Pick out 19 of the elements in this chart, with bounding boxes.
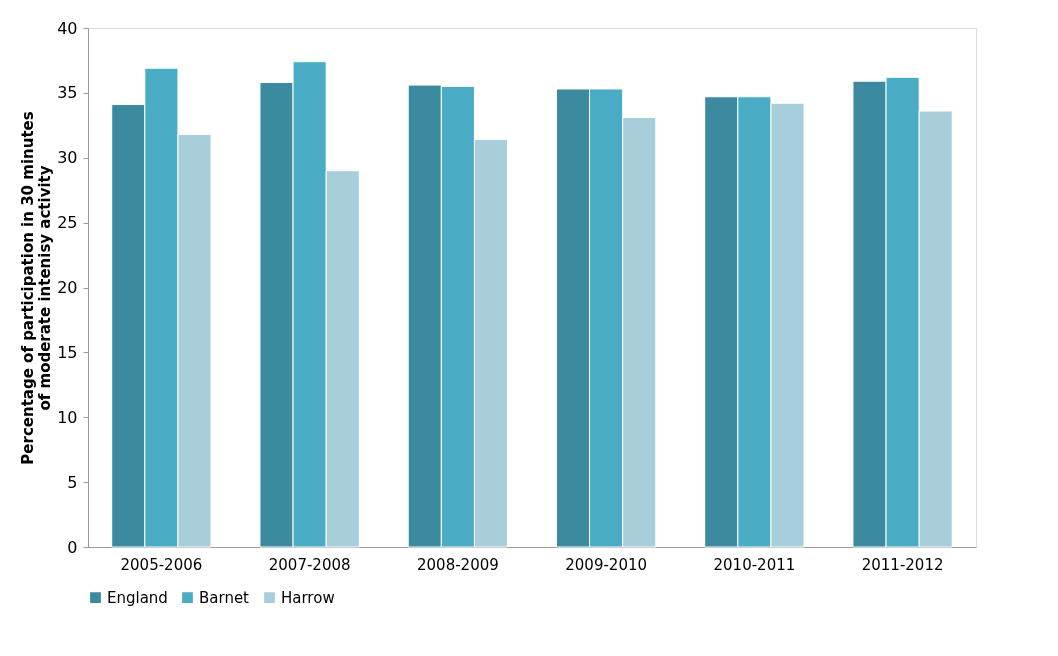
x-tick-label: 2009-2010 bbox=[565, 555, 648, 574]
y-tick-label: 40 bbox=[57, 18, 78, 38]
legend-label: Barnet bbox=[199, 588, 250, 607]
x-tick-label: 2005-2006 bbox=[120, 555, 203, 574]
x-tick-label: 2011-2012 bbox=[861, 555, 944, 574]
y-tick-label: 15 bbox=[57, 342, 78, 362]
x-tick-label: 2010-2011 bbox=[713, 555, 796, 574]
legend-label: Harrow bbox=[281, 588, 335, 607]
y-tick-label: 35 bbox=[57, 83, 78, 103]
y-tick-label: 10 bbox=[57, 407, 78, 427]
x-tick-label: 2007-2008 bbox=[268, 555, 351, 574]
x-tick-label: 2008-2009 bbox=[416, 555, 499, 574]
y-axis-title: Percentage of participation in 30 minutes of moderate intenisy activity bbox=[19, 111, 55, 465]
y-tick-label: 20 bbox=[57, 278, 78, 297]
legend-label: England bbox=[107, 588, 168, 607]
y-tick-label: 0 bbox=[67, 537, 78, 557]
y-tick-label: 25 bbox=[57, 213, 78, 233]
y-tick-label: 30 bbox=[57, 148, 78, 168]
y-tick-label: 5 bbox=[67, 472, 78, 492]
